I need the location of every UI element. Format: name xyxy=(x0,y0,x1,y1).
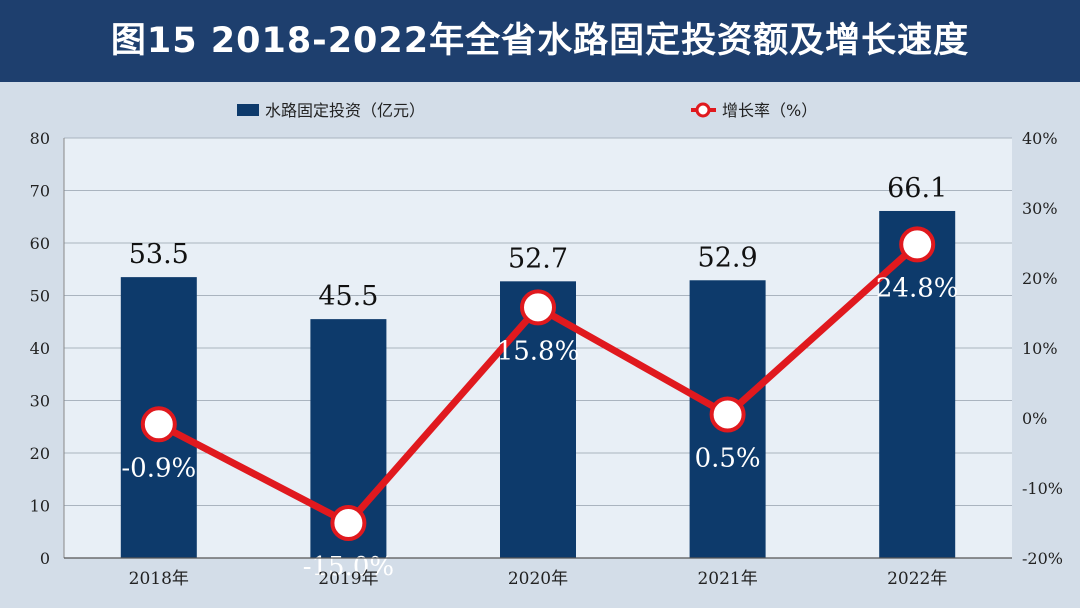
y-left-tick-label: 30 xyxy=(30,392,50,411)
chart-title: 图15 2018-2022年全省水路固定投资额及增长速度 xyxy=(110,21,970,61)
legend-bar-label: 水路固定投资（亿元） xyxy=(265,101,425,120)
x-tick-label: 2019年 xyxy=(318,569,378,589)
y-left-tick-label: 10 xyxy=(30,497,50,516)
chart: 水路固定投资（亿元） 增长率（%） 53.5 45.5 52.7 52.9 66.1 -… xyxy=(30,101,1063,589)
x-tick-label: 2021年 xyxy=(697,569,757,589)
bar xyxy=(500,281,576,558)
bar-value-label: 52.7 xyxy=(508,243,568,274)
bar xyxy=(879,210,956,558)
bar-value-label: 45.5 xyxy=(318,281,378,312)
legend-line-label: 增长率（%） xyxy=(722,101,817,120)
y-right-tick-label: -20% xyxy=(1022,549,1063,568)
x-tick-label: 2022年 xyxy=(887,569,947,589)
legend: 水路固定投资（亿元） 增长率（%） xyxy=(237,101,817,120)
y-right-tick-label: 30% xyxy=(1022,199,1058,218)
y-left-tick-label: 50 xyxy=(30,287,50,306)
growth-point xyxy=(330,505,367,541)
x-tick-label: 2018年 xyxy=(129,569,189,589)
y-right-tick-label: 10% xyxy=(1022,339,1058,358)
bar-labels: 53.5 45.5 52.7 52.9 66.1 xyxy=(129,173,948,312)
growth-point xyxy=(520,289,556,326)
bar-value-label: 66.1 xyxy=(887,173,947,204)
growth-rate-label: 24.8% xyxy=(876,273,959,303)
y-right-tick-label: -10% xyxy=(1022,479,1063,498)
legend-bar-swatch xyxy=(237,104,259,116)
y-left-tick-label: 20 xyxy=(30,444,50,463)
bar-value-label: 52.9 xyxy=(698,242,758,273)
growth-point xyxy=(709,396,746,433)
y-left-tick-label: 40 xyxy=(30,339,50,358)
y-left-tick-label: 70 xyxy=(30,182,50,201)
growth-rate-label: 15.8% xyxy=(497,336,580,366)
growth-line xyxy=(140,226,936,541)
y-right-tick-label: 0% xyxy=(1022,409,1047,428)
growth-rate-label: -0.9% xyxy=(121,453,196,483)
y-right-tick-label: 20% xyxy=(1022,269,1058,288)
title-bar xyxy=(0,0,1080,82)
y-left-tick-label: 80 xyxy=(30,129,50,148)
x-tick-label: 2020年 xyxy=(508,569,568,589)
legend-line-marker xyxy=(695,102,711,118)
growth-rate-label: -15.0% xyxy=(303,552,394,582)
y-right-tick-label: 40% xyxy=(1022,129,1058,148)
rate-labels: -0.9% -15.0% 15.8% 0.5% 24.8% xyxy=(121,273,958,582)
bar-value-label: 53.5 xyxy=(129,239,189,270)
growth-point xyxy=(140,406,177,443)
y-left-tick-label: 60 xyxy=(30,234,50,253)
y-left-tick-label: 0 xyxy=(40,549,50,568)
growth-point xyxy=(899,226,936,263)
axes: 0 10 20 30 40 50 60 70 80 -20% -10% 0% 10% 20% 30% 40% 2… xyxy=(30,129,1063,589)
growth-rate-label: 0.5% xyxy=(695,444,761,474)
